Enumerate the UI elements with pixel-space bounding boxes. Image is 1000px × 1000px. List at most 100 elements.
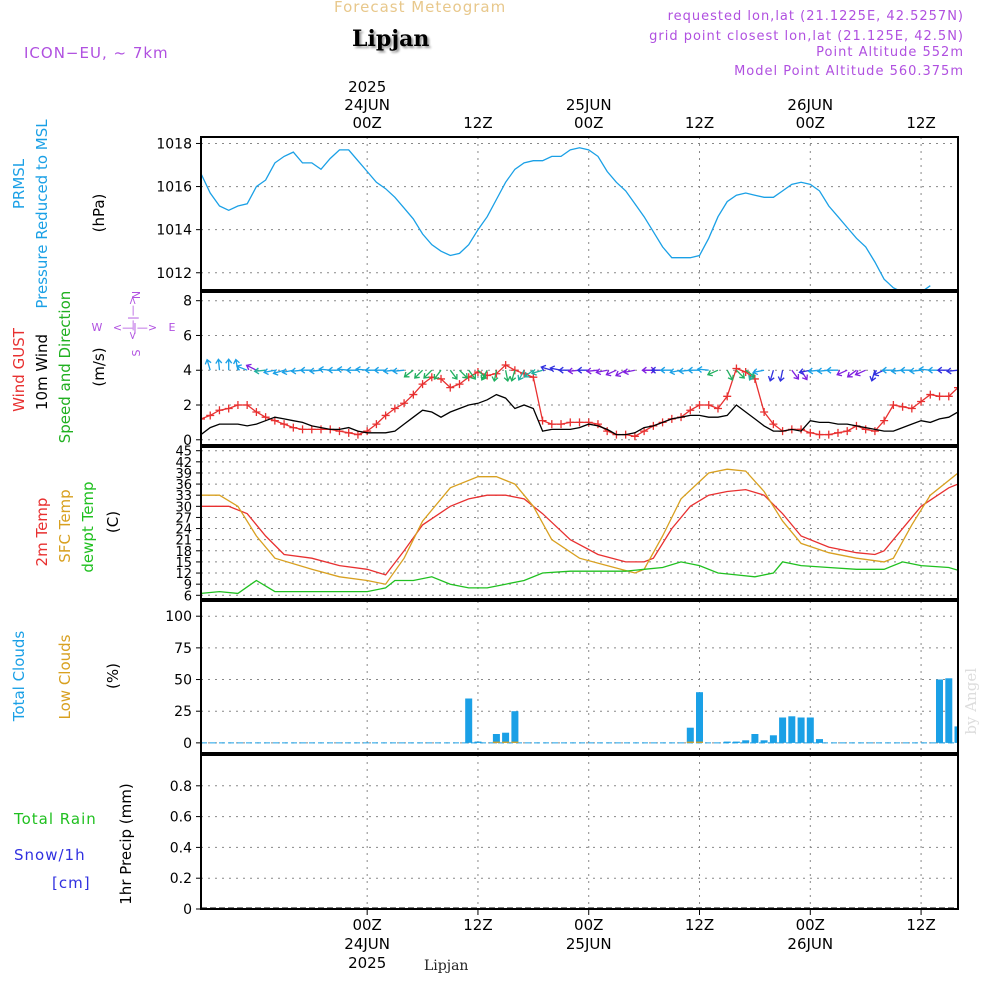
label-speed-direction: Speed and Direction [56, 291, 74, 444]
gust-marker [630, 432, 639, 441]
wind-direction-arrow [595, 368, 608, 376]
wind-direction-arrow [449, 369, 458, 380]
chart-title: Forecast Meteogram [334, 0, 507, 16]
gust-marker [353, 430, 362, 439]
wind-direction-arrow [309, 367, 322, 375]
wind-direction-arrow [791, 369, 800, 380]
wind-direction-arrow [503, 370, 511, 383]
grid-layer [201, 137, 958, 910]
wind-direction-arrow [517, 369, 525, 381]
y-tick-label: 39 [175, 467, 192, 482]
wind-direction-arrow [509, 370, 517, 382]
gust-marker [732, 364, 741, 373]
model-name: ICON−EU, ~ 7km [24, 44, 169, 62]
time-label-bottom: 12Z [906, 916, 935, 934]
series-line-prmsl [201, 147, 931, 290]
gust-marker [455, 380, 464, 389]
gust-marker [695, 401, 704, 410]
gust-marker [206, 411, 215, 420]
cloud-bar-total-clouds [751, 734, 759, 743]
wind-direction-arrow [382, 367, 395, 375]
wind-direction-arrow [960, 370, 968, 378]
y-tick-label: 27 [175, 511, 192, 526]
panel-frames [196, 136, 959, 915]
wind-direction-arrow [807, 367, 820, 375]
label-low-clouds: Low Clouds [56, 634, 74, 719]
wind-direction-arrow [540, 364, 552, 372]
compass-south: S [130, 349, 143, 356]
wind-direction-arrow [373, 366, 386, 374]
wind-direction-arrow [899, 366, 912, 374]
gust-marker [381, 411, 390, 420]
gust-marker [713, 404, 722, 413]
label-snow-unit: [cm] [52, 874, 91, 892]
gust-marker [824, 430, 833, 439]
cloud-bar-low-clouds [696, 741, 703, 743]
gust-marker [307, 425, 316, 434]
time-label-bottom: 25JUN [566, 935, 612, 953]
y-tick-label: 33 [175, 489, 192, 504]
cloud-bar-total-clouds [806, 717, 814, 743]
wind-direction-arrow [659, 366, 672, 374]
cloud-bar-total-clouds [788, 716, 796, 743]
label-prmsl: PRMSL [10, 158, 28, 209]
gust-marker [233, 401, 242, 410]
wind-direction-arrow [615, 369, 627, 377]
cloud-bar-low-clouds [492, 741, 500, 743]
cloud-bar-total-clouds [465, 698, 473, 743]
cloud-bar-total-clouds [474, 741, 482, 743]
wind-direction-arrow [468, 369, 476, 380]
label-clouds-unit: (%) [104, 663, 122, 689]
label-temp-unit: (C) [104, 511, 122, 533]
time-label-top: 12Z [463, 114, 492, 132]
cloud-bar-total-clouds [964, 724, 971, 743]
y-tick-label: 6 [184, 589, 192, 604]
gust-marker [270, 416, 279, 425]
gust-marker [566, 418, 575, 427]
wind-direction-arrow [767, 370, 775, 382]
gust-marker [843, 427, 852, 436]
gust-marker [926, 390, 935, 399]
gust-marker [547, 420, 556, 429]
y-tick-label: 4 [183, 363, 192, 379]
wind-direction-arrow [253, 367, 266, 375]
wind-direction-arrow [687, 366, 700, 374]
y-tick-label: 75 [174, 641, 192, 657]
compass-west: W [92, 321, 103, 334]
y-tick-label: 50 [174, 673, 192, 689]
gust-marker [224, 404, 233, 413]
wind-direction-arrow [558, 366, 571, 374]
time-label-top: 2025 [348, 78, 386, 96]
requested-coordinates: requested lon,lat (21.1225E, 42.5257N) [667, 9, 964, 24]
cloud-bar-total-clouds [511, 711, 519, 743]
text-layer: 1012101410161018024686912151821242730333… [10, 78, 936, 972]
compass-arrow-ns: <—|—> [126, 296, 139, 340]
time-label-bottom: 2025 [348, 954, 386, 972]
gust-marker [501, 361, 510, 370]
y-tick-label: 1014 [156, 223, 192, 239]
gust-marker [557, 420, 566, 429]
wind-direction-arrow [414, 369, 424, 379]
gust-marker [372, 420, 381, 429]
gust-marker [344, 428, 353, 437]
wind-direction-arrow [836, 369, 848, 377]
cloud-bar-total-clouds [502, 732, 510, 743]
label-2m-temp: 2m Temp [33, 498, 51, 567]
y-tick-label: 21 [175, 534, 192, 549]
compass-north: N [130, 291, 143, 299]
y-tick-label: 0.2 [170, 871, 192, 887]
wind-direction-arrow [869, 370, 877, 382]
wind-direction-arrow [403, 369, 414, 378]
wind-direction-arrow [986, 370, 995, 377]
y-tick-label: 6 [183, 328, 192, 344]
gust-marker [575, 418, 584, 427]
time-label-top: 12Z [906, 114, 935, 132]
gust-marker [723, 392, 732, 401]
y-tick-label: 12 [175, 567, 192, 582]
time-label-bottom: 26JUN [787, 935, 833, 953]
wind-direction-arrow [605, 369, 617, 377]
location-name: Lipjan [352, 26, 430, 52]
gust-marker [686, 406, 695, 415]
gust-marker [982, 363, 990, 371]
time-label-top: 25JUN [566, 96, 612, 114]
